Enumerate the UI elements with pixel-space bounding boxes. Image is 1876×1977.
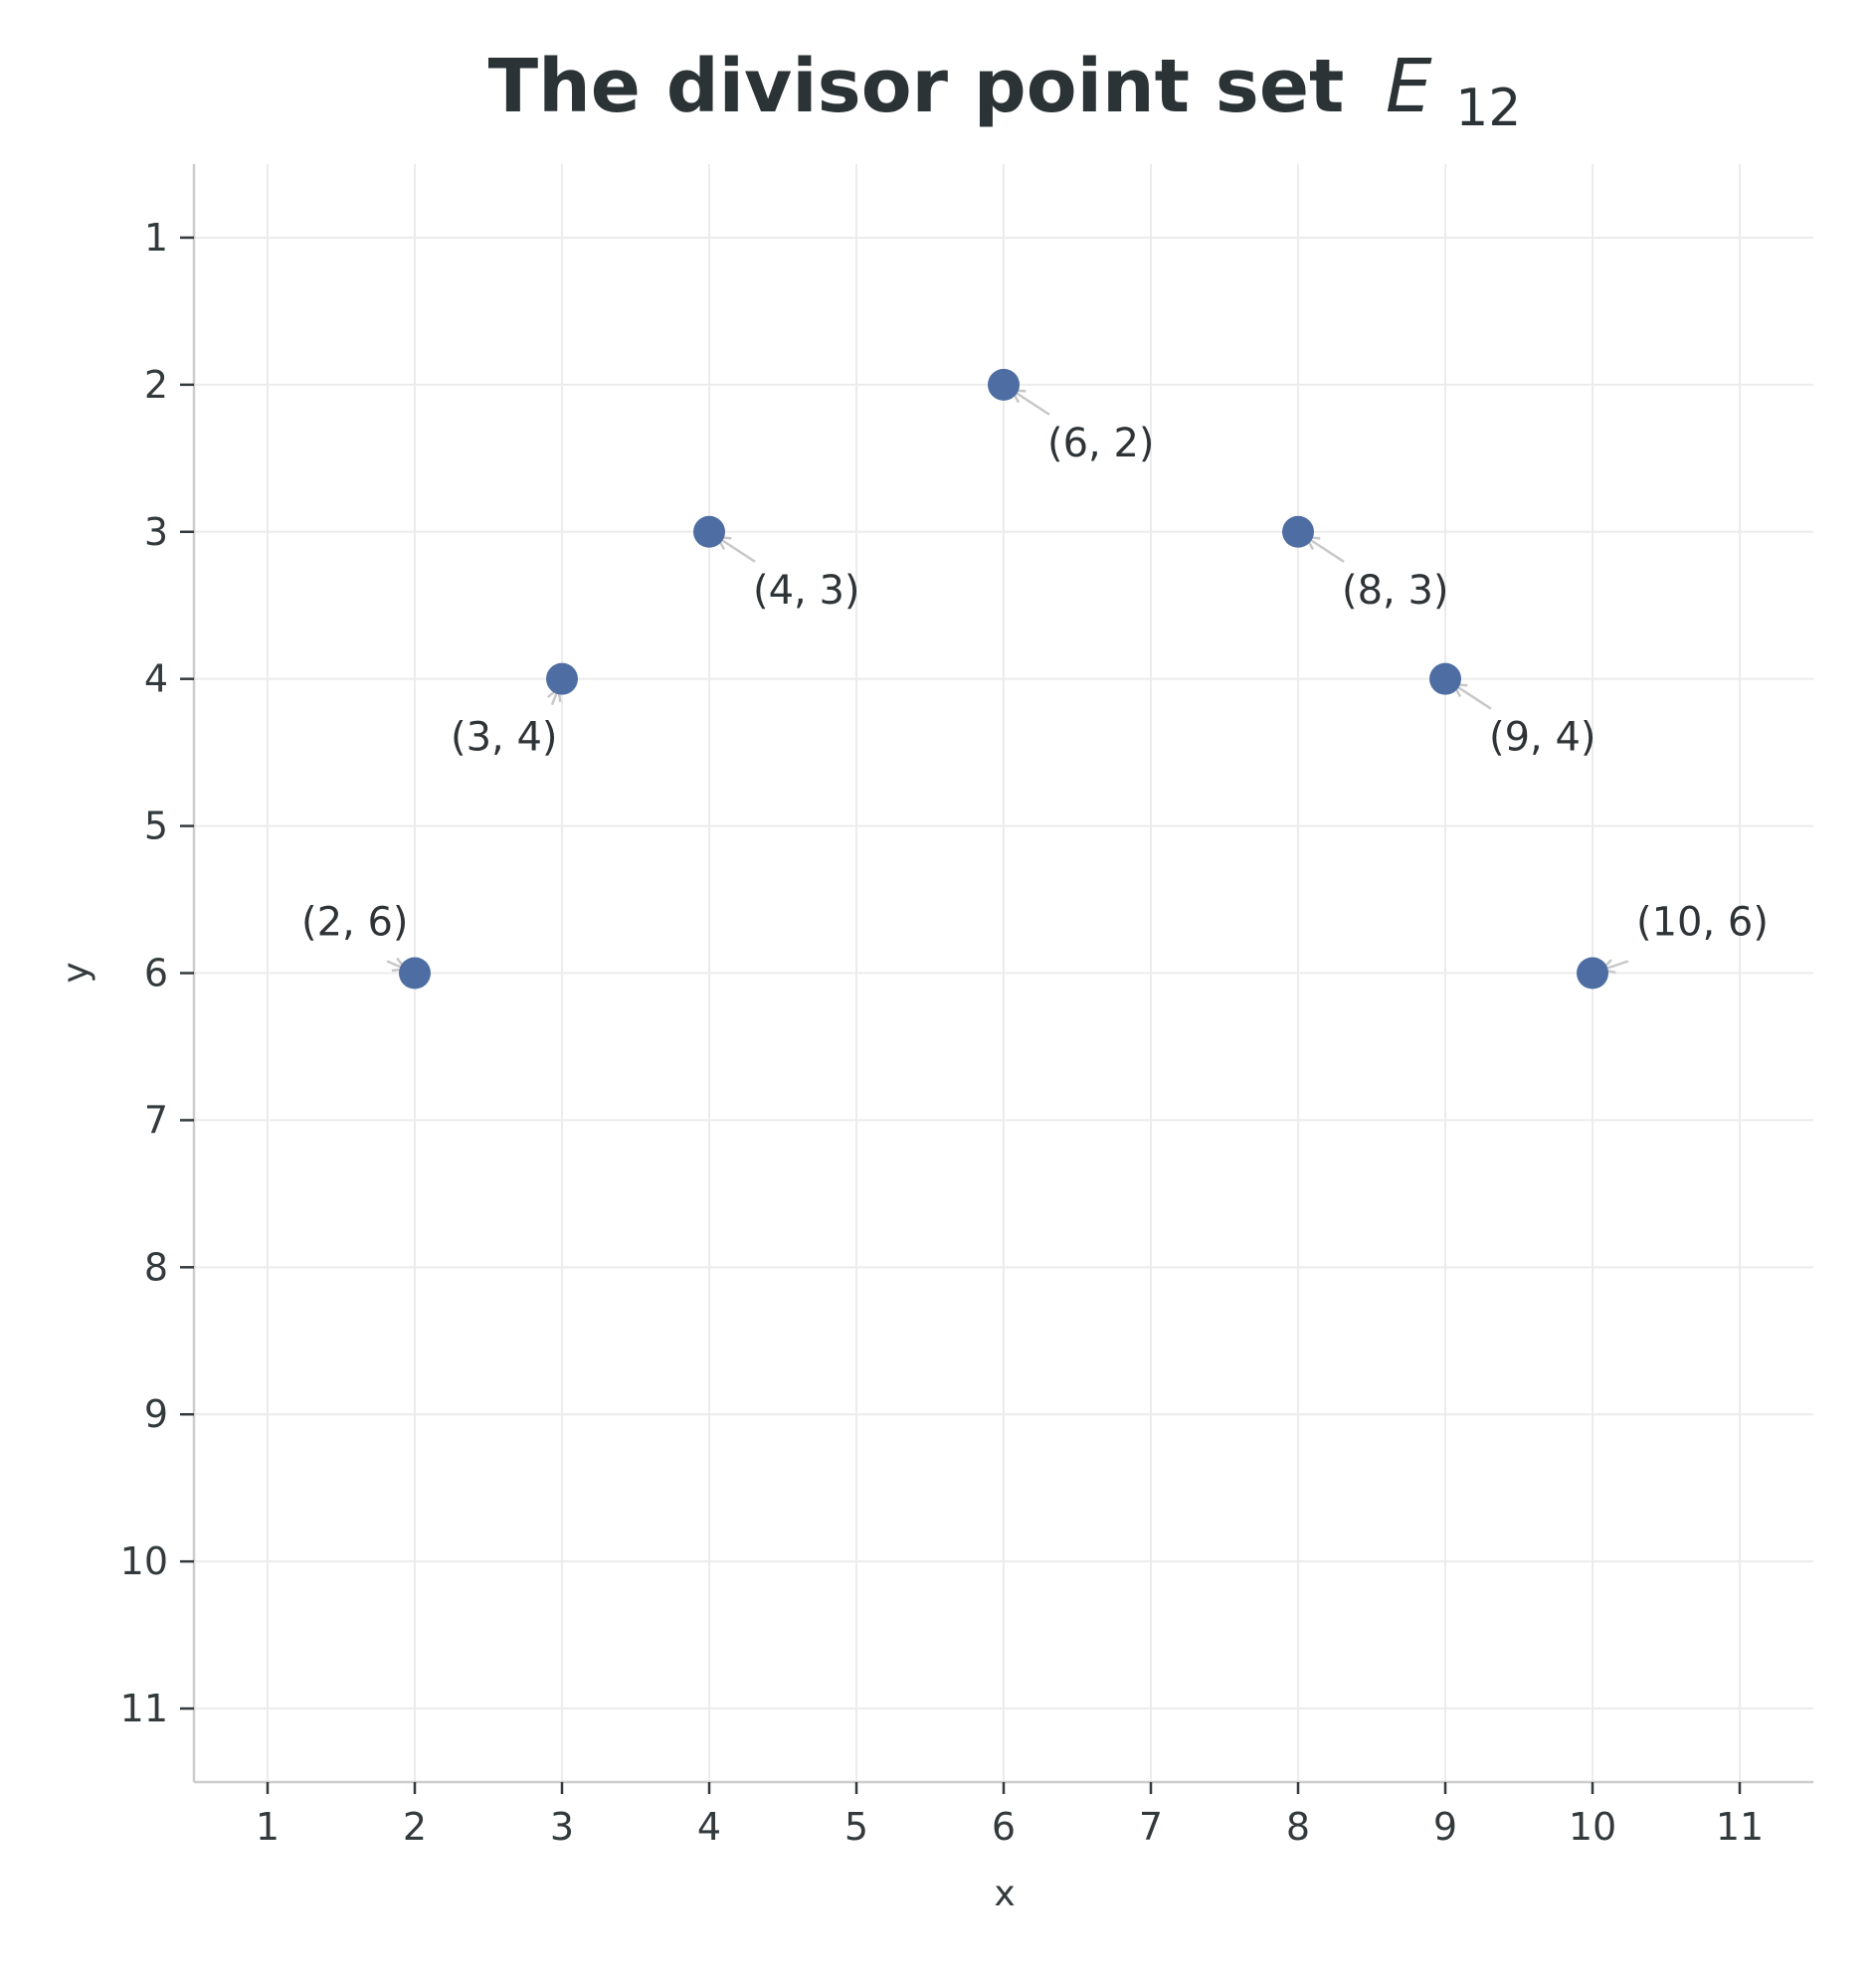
data-point bbox=[988, 368, 1020, 401]
point-label: (4, 3) bbox=[753, 568, 860, 614]
point-label: (10, 6) bbox=[1636, 900, 1769, 946]
x-axis-label: x bbox=[994, 1874, 1015, 1914]
annotation-arrow-line bbox=[716, 536, 756, 563]
x-tick-label: 3 bbox=[550, 1805, 574, 1849]
data-point bbox=[1577, 957, 1608, 989]
data-point bbox=[399, 957, 431, 989]
y-tick-label: 8 bbox=[144, 1245, 168, 1289]
data-point bbox=[546, 662, 578, 695]
chart-title-text: The divisor point set bbox=[488, 44, 1345, 129]
y-tick-label: 4 bbox=[144, 657, 168, 701]
data-points bbox=[399, 368, 1608, 989]
y-tick-label: 5 bbox=[144, 805, 168, 848]
x-tick-label: 7 bbox=[1139, 1805, 1163, 1849]
x-tick-label: 11 bbox=[1716, 1805, 1764, 1849]
annotation-arrow-line bbox=[1305, 536, 1345, 563]
chart-title-subscript: 12 bbox=[1455, 79, 1521, 138]
y-tick-label: 7 bbox=[144, 1098, 168, 1142]
y-tick-label: 10 bbox=[120, 1539, 168, 1583]
point-label: (8, 3) bbox=[1342, 568, 1449, 614]
x-tick-label: 1 bbox=[256, 1805, 280, 1849]
data-point bbox=[1429, 662, 1461, 695]
y-tick-label: 6 bbox=[144, 952, 168, 995]
point-labels: (2, 6) (3, 4) (4, 3) (6, 2) (8, 3) (9, 4) (10,… bbox=[301, 421, 1769, 946]
chart-title-math: E bbox=[1386, 44, 1432, 129]
point-label: (3, 4) bbox=[451, 715, 558, 761]
annotation-arrow-line bbox=[1452, 683, 1492, 710]
x-tick-label: 8 bbox=[1286, 1805, 1310, 1849]
x-tick-label: 2 bbox=[403, 1805, 427, 1849]
point-label: (6, 2) bbox=[1047, 421, 1155, 466]
y-tick-label: 9 bbox=[144, 1392, 168, 1436]
x-tick-label: 6 bbox=[992, 1805, 1016, 1849]
point-label: (2, 6) bbox=[301, 900, 409, 946]
x-tick-label: 5 bbox=[844, 1805, 868, 1849]
x-tick-label: 9 bbox=[1433, 1805, 1457, 1849]
y-tick-label: 11 bbox=[120, 1687, 168, 1730]
x-tick-label: 10 bbox=[1569, 1805, 1616, 1849]
data-point bbox=[693, 515, 725, 548]
chart-title: The divisor point set E 12 bbox=[488, 44, 1522, 138]
data-point bbox=[1282, 515, 1314, 548]
annotation-arrow-line bbox=[1011, 389, 1050, 416]
grid-lines bbox=[194, 164, 1813, 1782]
y-tick-label: 2 bbox=[144, 363, 168, 407]
y-tick-label: 3 bbox=[144, 510, 168, 554]
y-axis-label: y bbox=[56, 962, 96, 983]
y-tick-label: 1 bbox=[144, 216, 168, 260]
point-label: (9, 4) bbox=[1489, 715, 1596, 761]
x-tick-label: 4 bbox=[697, 1805, 721, 1849]
